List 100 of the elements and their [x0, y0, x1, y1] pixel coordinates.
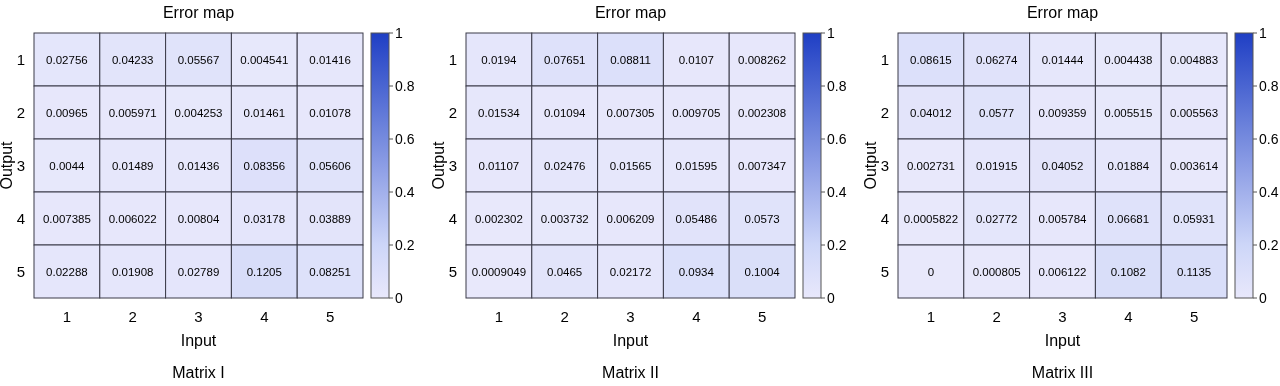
data-label: 0.1205: [246, 265, 282, 278]
data-label: 0.08811: [610, 53, 651, 66]
chart-title: Error map: [594, 4, 667, 21]
data-label: 0.06274: [975, 53, 1019, 66]
data-label: 0.004883: [1170, 53, 1219, 66]
data-label: 0.002302: [474, 212, 523, 225]
y-tick-label: 1: [448, 50, 457, 68]
y-tick-label: 1: [16, 50, 25, 68]
color-bar-label: 0.6: [395, 130, 415, 147]
x-tick-label: 5: [1189, 308, 1199, 325]
data-label: 0.01444: [1041, 53, 1084, 66]
data-label: 0.005563: [1170, 106, 1219, 119]
x-axis-title: Input: [180, 332, 217, 349]
data-label: 0.000805: [972, 265, 1021, 278]
data-label: 0.003732: [540, 212, 589, 225]
data-label: 0.0044: [49, 159, 86, 172]
data-label: 0.05606: [309, 159, 351, 172]
data-label: 0.1004: [744, 265, 781, 278]
data-label: 0.007385: [42, 212, 91, 225]
data-label: 0.02789: [177, 265, 220, 278]
x-tick-label: 4: [692, 308, 701, 325]
data-label: 0.08615: [910, 53, 952, 66]
chart-title: Error map: [162, 4, 235, 21]
y-axis-title: Output: [0, 140, 15, 190]
y-tick-label: 2: [880, 103, 889, 121]
data-label: 0.01884: [1107, 159, 1150, 172]
data-label: 0.01534: [478, 106, 521, 119]
data-label: 0.01094: [543, 106, 587, 119]
y-tick-label: 5: [448, 262, 457, 280]
y-tick-label: 4: [448, 209, 457, 227]
data-label: 0.0107: [678, 53, 714, 66]
x-tick-label: 2: [560, 308, 569, 325]
data-label: 0.08251: [309, 265, 351, 278]
data-label: 0.004438: [1104, 53, 1153, 66]
color-bar-label: 0.8: [395, 77, 415, 94]
data-label: 0.002731: [906, 159, 955, 172]
data-label: 0.0934: [678, 265, 715, 278]
data-label: 0.04233: [111, 53, 154, 66]
text: Matrix III: [1031, 364, 1094, 381]
x-tick-label: 2: [992, 308, 1001, 325]
data-label: 0.01915: [975, 159, 1018, 172]
x-tick-label: 4: [260, 308, 269, 325]
data-label: 0.01565: [609, 159, 652, 172]
data-label: 0: [927, 265, 935, 278]
y-tick-label: 5: [880, 262, 889, 280]
data-label: 0.07651: [543, 53, 586, 66]
color-bar-label: 0.4: [1259, 183, 1279, 200]
color-bar-label: 0.6: [1259, 130, 1279, 147]
color-bar-label: 0.6: [827, 130, 847, 147]
data-label: 0.0005822: [903, 212, 959, 225]
data-label: 0.006209: [606, 212, 655, 225]
data-label: 0.05567: [177, 53, 220, 66]
x-axis-title: Input: [612, 332, 649, 349]
x-tick-label: 1: [62, 308, 72, 325]
data-label: 0.01078: [309, 106, 351, 119]
color-bar-label: 0.2: [1259, 236, 1279, 253]
data-label: 0.005515: [1104, 106, 1153, 119]
data-label: 0.0577: [979, 106, 1015, 119]
data-label: 0.02288: [46, 265, 88, 278]
color-bar-label: 0.4: [827, 183, 847, 200]
y-tick-label: 2: [448, 103, 457, 121]
x-tick-label: 4: [1124, 308, 1133, 325]
data-label: 0.06681: [1107, 212, 1150, 225]
data-label: 0.01436: [177, 159, 220, 172]
color-bar-label: 0: [827, 289, 835, 306]
data-label: 0.005971: [108, 106, 157, 119]
color-bar-label: 0.8: [827, 77, 847, 94]
data-label: 0.01107: [478, 159, 520, 172]
color-bar-label: 0: [1259, 289, 1267, 306]
data-label: 0.009359: [1038, 106, 1087, 119]
data-label: 0.02772: [975, 212, 1018, 225]
data-label: 0.009705: [672, 106, 721, 119]
data-label: 0.007305: [606, 106, 655, 119]
data-label: 0.0573: [744, 212, 780, 225]
data-label: 0.04012: [910, 106, 952, 119]
y-axis-title: Output: [862, 140, 879, 190]
data-label: 0.1135: [1176, 265, 1212, 278]
y-tick-label: 3: [16, 156, 25, 174]
data-label: 0.008262: [738, 53, 787, 66]
x-tick-label: 5: [757, 308, 767, 325]
x-axis-title: Input: [1044, 332, 1081, 349]
x-tick-label: 3: [194, 308, 203, 325]
x-tick-label: 1: [926, 308, 936, 325]
y-tick-label: 1: [880, 50, 889, 68]
color-bar-label: 0.2: [395, 236, 415, 253]
y-tick-label: 5: [16, 262, 25, 280]
x-tick-label: 3: [1058, 308, 1067, 325]
data-label: 0.004253: [174, 106, 223, 119]
data-label: 0.005784: [1038, 212, 1088, 225]
x-tick-label: 5: [325, 308, 335, 325]
x-tick-label: 3: [626, 308, 635, 325]
data-label: 0.01461: [243, 106, 286, 119]
y-axis-title: Output: [430, 140, 447, 190]
color-bar-label: 1: [827, 24, 835, 41]
color-bar-label: 0.8: [1259, 77, 1279, 94]
data-label: 0.006122: [1038, 265, 1087, 278]
data-label: 0.04052: [1041, 159, 1084, 172]
data-label: 0.02476: [543, 159, 586, 172]
data-label: 0.00965: [46, 106, 88, 119]
y-tick-label: 2: [16, 103, 25, 121]
